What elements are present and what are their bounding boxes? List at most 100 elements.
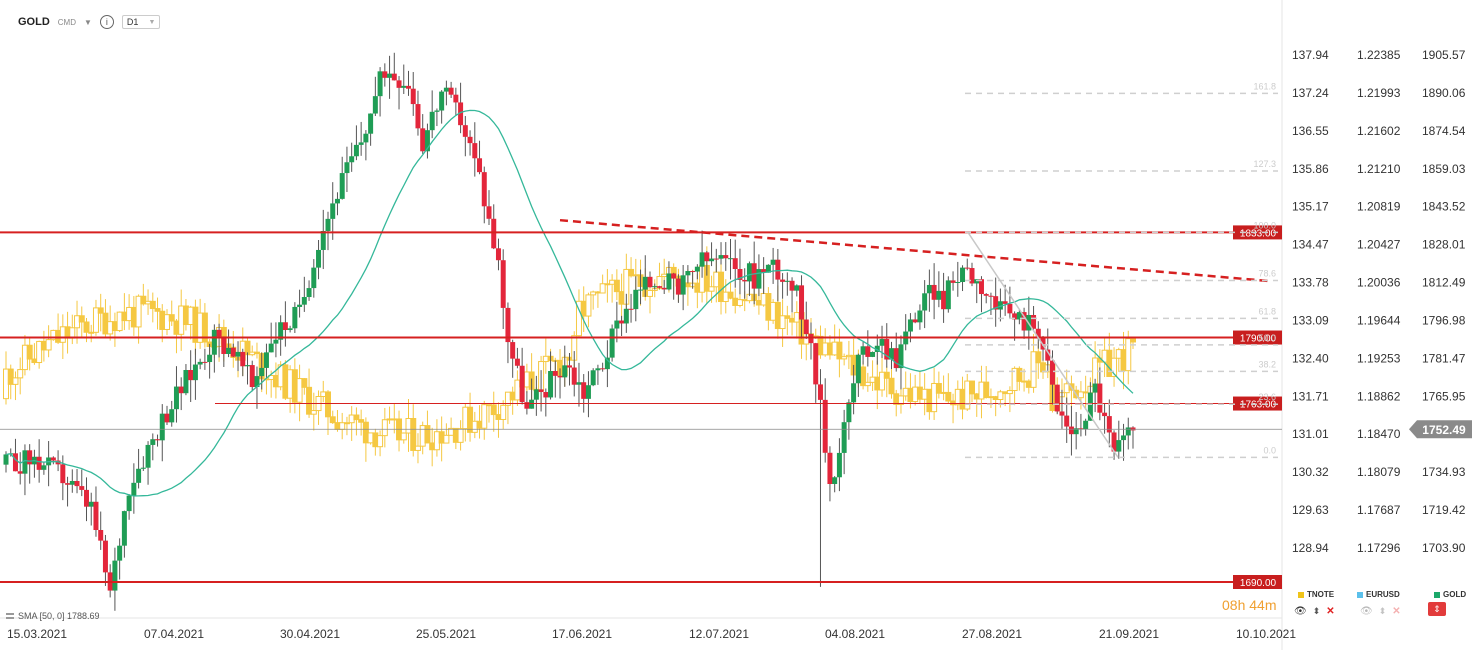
- fib-level-label: 50.0: [1258, 333, 1276, 343]
- date-axis-tick: 15.03.2021: [7, 627, 67, 641]
- tnote-candle: [201, 312, 208, 343]
- gold-candle: [638, 289, 644, 291]
- date-axis-tick: 17.06.2021: [552, 627, 612, 641]
- eurusd-axis-tick: 1.22385: [1357, 48, 1401, 62]
- tnote-candle: [92, 307, 99, 333]
- reorder-icon[interactable]: ⬍: [1378, 606, 1387, 616]
- reorder-icon[interactable]: ⬍: [1312, 606, 1321, 616]
- gold-candle: [353, 144, 359, 157]
- tnote-axis-tick: 128.94: [1292, 541, 1329, 555]
- gold-candle: [74, 480, 80, 487]
- gold-candle: [505, 307, 511, 343]
- tnote-candle: [26, 344, 33, 360]
- gold-candle: [529, 399, 535, 409]
- gold-candle: [1111, 432, 1117, 452]
- tnote-legend-label: TNOTE: [1307, 590, 1335, 599]
- menu-icon[interactable]: [6, 613, 14, 619]
- tnote-candle: [83, 321, 90, 333]
- gold-candle: [514, 358, 520, 366]
- gold-candle: [675, 278, 681, 295]
- eurusd-legend-label: EURUSD: [1366, 590, 1400, 599]
- symbol-label[interactable]: GOLD: [18, 16, 50, 28]
- gold-candle: [567, 365, 572, 368]
- eurusd-axis-tick: 1.21602: [1357, 124, 1401, 138]
- gold-candle: [789, 280, 795, 291]
- gold-candle: [443, 87, 449, 92]
- gold-candle: [472, 143, 478, 159]
- tnote-candle: [36, 340, 43, 364]
- tnote-candle: [381, 419, 388, 437]
- gold-candle: [178, 386, 184, 394]
- tnote-candle: [154, 308, 161, 312]
- chart-header: GOLD CMD ▼ i D1 ▼: [18, 12, 161, 32]
- gold-candle: [955, 282, 961, 284]
- tnote-candle: [628, 268, 635, 277]
- tnote-candle: [784, 315, 791, 319]
- gold-candle: [495, 248, 501, 261]
- tnote-candle: [443, 434, 450, 444]
- gold-candle: [652, 286, 658, 288]
- tnote-candle: [585, 294, 592, 317]
- gold-candle: [775, 259, 781, 280]
- gold-candle: [382, 71, 388, 78]
- gold-candle: [884, 339, 890, 360]
- gold-axis-tick: 1859.03: [1422, 162, 1466, 176]
- gold-candle: [377, 71, 383, 97]
- gold-candle: [656, 286, 662, 288]
- gold-candle: [477, 158, 483, 173]
- tnote-candle: [983, 381, 990, 399]
- gold-candle: [571, 367, 577, 385]
- gold-candle: [765, 264, 771, 273]
- level-label-bg: [1233, 330, 1282, 345]
- tnote-candle: [997, 391, 1004, 400]
- gold-candle: [799, 285, 805, 320]
- tnote-candle: [414, 445, 421, 451]
- gold-candle: [969, 268, 975, 284]
- symbol-dropdown-icon[interactable]: ▼: [84, 17, 92, 27]
- gold-candle: [917, 310, 923, 323]
- gold-candle: [1016, 312, 1022, 320]
- gold-candle: [27, 450, 33, 465]
- tnote-candle: [168, 314, 175, 322]
- info-icon[interactable]: i: [99, 15, 114, 29]
- gold-candle: [576, 382, 582, 385]
- gold-candle: [410, 88, 416, 105]
- gold-axis-tick: 1812.49: [1422, 276, 1466, 290]
- gold-candle: [761, 269, 767, 273]
- gold-candle: [841, 422, 847, 453]
- gold-settings-button[interactable]: ⇕: [1428, 602, 1446, 616]
- gold-candle: [102, 540, 108, 573]
- tnote-candle: [897, 395, 904, 405]
- close-icon[interactable]: ✕: [1392, 606, 1401, 617]
- tnote-candle: [343, 422, 350, 425]
- timeframe-select[interactable]: D1 ▼: [121, 15, 161, 29]
- gold-candle: [79, 486, 85, 490]
- legend-tnote: TNOTE: [1298, 590, 1334, 599]
- eye-icon[interactable]: 👁: [1360, 606, 1373, 617]
- sma-indicator-label[interactable]: SMA [50, 0] 1788.69: [6, 611, 100, 621]
- close-icon[interactable]: ✕: [1326, 606, 1335, 617]
- gold-candle: [292, 306, 298, 329]
- gold-candle: [912, 319, 918, 323]
- eye-icon[interactable]: 👁: [1294, 606, 1307, 617]
- gold-candle: [803, 319, 809, 335]
- eurusd-axis-tick: 1.18079: [1357, 465, 1401, 479]
- gold-candle: [221, 336, 227, 354]
- gold-candle: [358, 142, 364, 145]
- tnote-candle: [656, 276, 663, 290]
- gold-candle: [562, 365, 568, 378]
- gold-candle: [121, 511, 127, 546]
- gold-candle: [860, 346, 866, 355]
- tnote-axis-tick: 134.47: [1292, 238, 1329, 252]
- tnote-candle: [575, 300, 582, 337]
- tnote-candle: [841, 356, 848, 360]
- gold-candle: [993, 296, 999, 310]
- gold-candle: [372, 96, 378, 114]
- fib-level-label: 23.6: [1258, 392, 1276, 402]
- gold-candle: [1087, 392, 1093, 421]
- gold-candle: [311, 267, 317, 289]
- gold-candle: [595, 368, 601, 371]
- gold-candle: [173, 386, 179, 410]
- gold-candle: [140, 467, 146, 469]
